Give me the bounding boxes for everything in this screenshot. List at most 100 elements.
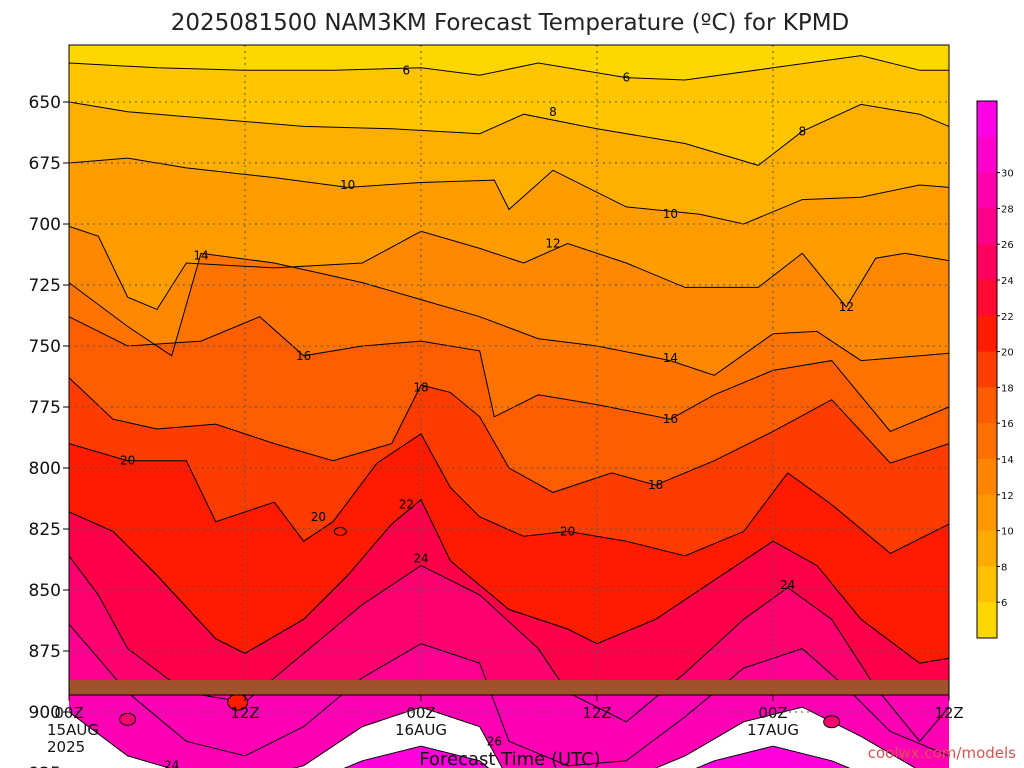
ytick-label: 700 [29, 215, 61, 235]
xtick-label: 12Z [582, 704, 611, 722]
colorbar-tick: 12 [1001, 491, 1014, 502]
credit-text: coolwx.com/models [868, 744, 1016, 762]
chart-title: 2025081500 NAM3KM Forecast Temperature (… [171, 10, 850, 36]
contour-labels: 6 6 8 8 10 10 12 12 14 14 16 16 18 18 20 20 20 22 24 24 24 26 [120, 63, 854, 768]
colorbar-swatch [977, 530, 997, 567]
ytick-label: 750 [29, 337, 61, 357]
colorbar-tick: 16 [1001, 419, 1014, 430]
colorbar-tick: 18 [1001, 383, 1014, 394]
colorbar-tick: 14 [1001, 455, 1014, 466]
colorbar-tick: 28 [1001, 204, 1014, 215]
band-30 [345, 746, 849, 768]
contour-20 [68, 433, 950, 557]
xtick-label: 12Z [230, 704, 259, 722]
colorbar-swatch [977, 172, 997, 209]
contour-label: 8 [799, 124, 807, 138]
ytick-label: 875 [29, 642, 61, 662]
colorbar-swatch [977, 208, 997, 245]
contour-label: 6 [623, 71, 631, 85]
ytick-label: 675 [29, 154, 61, 174]
contour-label: 12 [839, 300, 854, 314]
colorbar-swatch [977, 244, 997, 281]
contour-label: 10 [663, 207, 678, 221]
contour-label: 8 [549, 105, 557, 119]
xtick-label: 12Z [934, 704, 963, 722]
ytick-label: 800 [29, 459, 61, 479]
contour-12 [68, 225, 950, 311]
contour-18 [68, 377, 950, 493]
colorbar-swatch [977, 315, 997, 353]
colorbar-swatch [977, 387, 997, 424]
contour-22 [68, 498, 950, 664]
cell-24-a [119, 712, 137, 726]
colorbar-swatch [977, 566, 997, 603]
contour-30 [343, 745, 851, 768]
ytick-label: 925 [29, 764, 61, 768]
ytick-label: 775 [29, 398, 61, 418]
contour-label: 18 [413, 380, 428, 394]
colorbar-tick: 22 [1001, 312, 1014, 323]
terrain-ground [69, 680, 949, 695]
xtick-label: 16AUG [395, 721, 447, 739]
colorbar-frame [976, 100, 998, 639]
contour-label: 14 [663, 351, 678, 365]
contour-label: 16 [663, 412, 678, 426]
xtick-label: 2025 [47, 738, 85, 756]
contour-label: 26 [487, 734, 502, 748]
xtick-label: 15AUG [47, 721, 99, 739]
ytick-label: 825 [29, 520, 61, 540]
contour-label: 20 [311, 510, 326, 524]
contour-label: 20 [120, 454, 135, 468]
colorbar-tick: 20 [1001, 348, 1014, 359]
ytick-label: 900 [29, 703, 61, 723]
contour-label: 20 [560, 524, 575, 538]
contour-label: 6 [403, 63, 411, 77]
x-axis-label: Forecast Time (UTC) [419, 749, 600, 768]
colorbar-tick: 24 [1001, 276, 1014, 287]
contour-label: 14 [193, 249, 208, 263]
contour-label: 22 [399, 498, 414, 512]
ytick-label: 850 [29, 581, 61, 601]
colorbar-swatch [977, 351, 997, 388]
contour-label: 18 [648, 478, 663, 492]
contour-label: 24 [780, 578, 795, 592]
colorbar-swatch [977, 459, 997, 496]
colorbar-swatch [977, 423, 997, 460]
colorbar: 6 8 10 12 14 16 18 20 22 24 26 28 30 [976, 100, 1014, 639]
colorbar-tick: 8 [1001, 562, 1007, 573]
temperature-bands [69, 45, 949, 768]
band-28 [69, 690, 949, 768]
xtick-label: 00Z [758, 704, 787, 722]
contour-label: 16 [296, 349, 311, 363]
xtick-label: 00Z [406, 704, 435, 722]
band-24 [69, 555, 949, 742]
contour-label: 24 [164, 759, 179, 768]
colorbar-swatch [977, 101, 997, 138]
contour-lines [68, 55, 950, 768]
colorbar-tick: 6 [1001, 598, 1007, 609]
colorbar-tick: 10 [1001, 527, 1014, 538]
plot-area: 6 6 8 8 10 10 12 12 14 14 16 16 18 18 20 20 20 22 24 24 24 26 [68, 44, 950, 768]
colorbar-tick: 26 [1001, 240, 1014, 251]
colorbar-tick: 30 [1001, 169, 1014, 180]
contour-label: 24 [413, 551, 428, 565]
xtick-label: 00Z [54, 704, 83, 722]
contour-26 [68, 623, 950, 767]
ytick-label: 725 [29, 276, 61, 296]
cell-24-b [823, 715, 841, 729]
colorbar-swatch [977, 136, 997, 174]
ytick-label: 650 [29, 93, 61, 113]
contour-16 [68, 316, 950, 433]
y-axis: 650 675 700 725 750 775 800 825 850 875 900 925 [29, 93, 69, 768]
contour-10 [68, 157, 950, 225]
xtick-label: 17AUG [747, 721, 799, 739]
colorbar-swatch [977, 280, 997, 317]
colorbar-swatch [977, 494, 997, 532]
contour-8 [68, 101, 950, 166]
cell-20-mid [333, 526, 347, 536]
contour-14 [68, 252, 950, 376]
contour-label: 10 [340, 178, 355, 192]
contour-label: 12 [545, 237, 560, 251]
